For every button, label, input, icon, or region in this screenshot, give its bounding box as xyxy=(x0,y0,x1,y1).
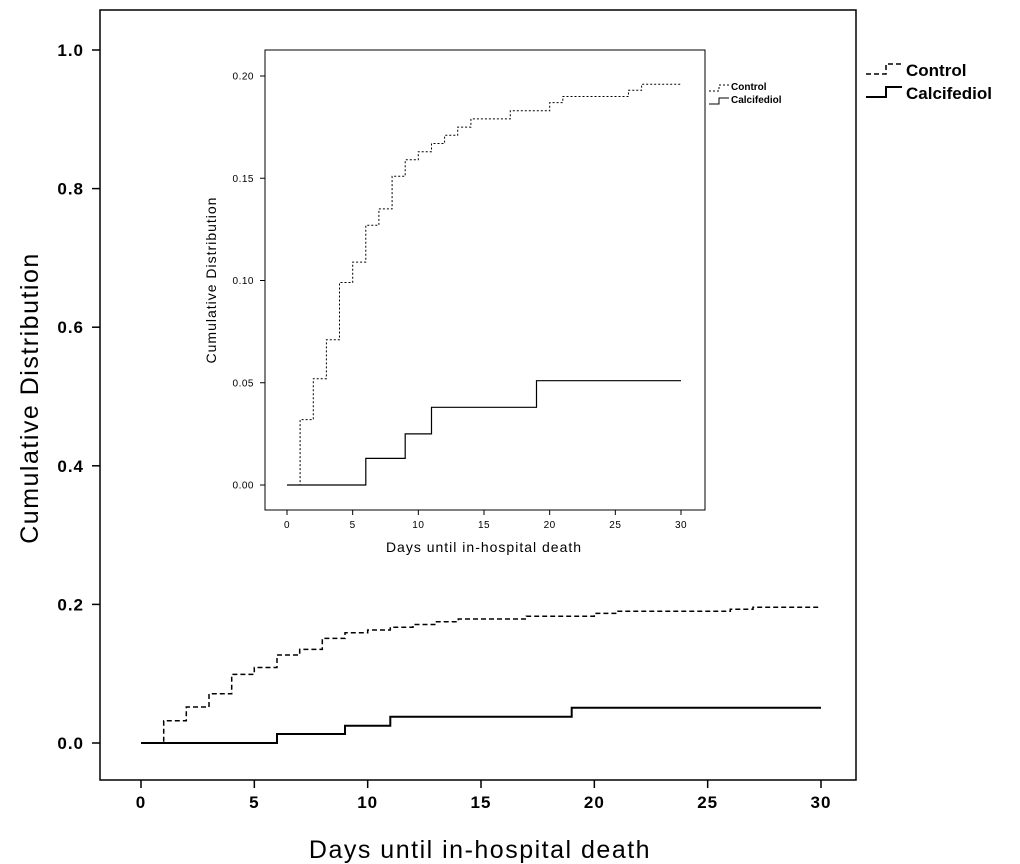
inset-y-tick-label: 0.15 xyxy=(233,174,254,185)
inset-y-tick-label: 0.10 xyxy=(233,276,254,287)
inset-y-tick-label: 0.05 xyxy=(233,378,254,389)
main-legend-label-calcifediol: Calcifediol xyxy=(906,84,992,103)
main-series-group xyxy=(141,606,821,744)
inset-x-tick-label: 30 xyxy=(675,520,687,531)
main-y-tick-label: 0.0 xyxy=(57,734,84,753)
inset-y-tick-label: 0.20 xyxy=(233,72,254,83)
inset-x-axis-title: Days until in-hospital death xyxy=(386,539,582,555)
inset-x-tick-label: 15 xyxy=(478,520,490,531)
inset-series-group xyxy=(287,83,681,486)
inset-plot-frame xyxy=(264,49,706,511)
main-legend-label-control: Control xyxy=(906,61,966,80)
inset-x-tick-label: 20 xyxy=(544,520,556,531)
inset-series-line-control xyxy=(287,83,681,486)
inset-y-axis-title: Cumulative Distribution xyxy=(203,197,219,364)
main-series-line-control xyxy=(141,606,821,744)
main-x-axis-title: Days until in-hospital death xyxy=(309,836,651,864)
inset-legend-label-calcifediol: Calcifediol xyxy=(731,95,782,106)
main-y-tick-label: 0.8 xyxy=(57,180,84,199)
main-legend-swatch-calcifediol xyxy=(866,86,902,98)
main-legend: Control Calcifediol xyxy=(866,61,992,103)
main-x-tick-label: 0 xyxy=(136,793,146,812)
main-x-axis: 0 5 10 15 20 25 30 xyxy=(136,780,832,812)
inset-series-line-calcifediol xyxy=(287,380,681,486)
inset-chart: 0.00 0.05 0.10 0.15 0.20 0 5 10 15 20 25 30 Days u… xyxy=(203,49,782,555)
main-x-tick-label: 10 xyxy=(357,793,378,812)
inset-legend-label-control: Control xyxy=(731,82,767,93)
inset-x-tick-label: 25 xyxy=(609,520,621,531)
main-y-tick-label: 1.0 xyxy=(57,41,84,60)
inset-x-tick-label: 10 xyxy=(412,520,424,531)
main-legend-swatch-control xyxy=(866,63,902,75)
inset-y-axis: 0.00 0.05 0.10 0.15 0.20 xyxy=(233,72,265,492)
inset-x-axis: 0 5 10 15 20 25 30 xyxy=(284,510,687,531)
main-x-tick-label: 15 xyxy=(471,793,492,812)
main-series-line-calcifediol xyxy=(141,706,821,744)
main-y-axis-title: Cumulative Distribution xyxy=(16,252,44,544)
inset-legend: Control Calcifediol xyxy=(709,82,782,106)
inset-y-tick-label: 0.00 xyxy=(233,481,254,492)
main-x-tick-label: 5 xyxy=(249,793,259,812)
inset-legend-swatch-control xyxy=(709,84,729,92)
inset-x-tick-label: 0 xyxy=(284,520,290,531)
main-y-axis: 0.0 0.2 0.4 0.6 0.8 1.0 xyxy=(57,41,100,753)
main-x-tick-label: 30 xyxy=(811,793,832,812)
main-y-tick-label: 0.4 xyxy=(57,457,84,476)
main-y-tick-label: 0.6 xyxy=(57,318,84,337)
main-y-tick-label: 0.2 xyxy=(57,595,84,614)
inset-x-tick-label: 5 xyxy=(350,520,356,531)
inset-legend-swatch-calcifediol xyxy=(709,97,729,105)
main-x-tick-label: 20 xyxy=(584,793,605,812)
main-x-tick-label: 25 xyxy=(697,793,718,812)
